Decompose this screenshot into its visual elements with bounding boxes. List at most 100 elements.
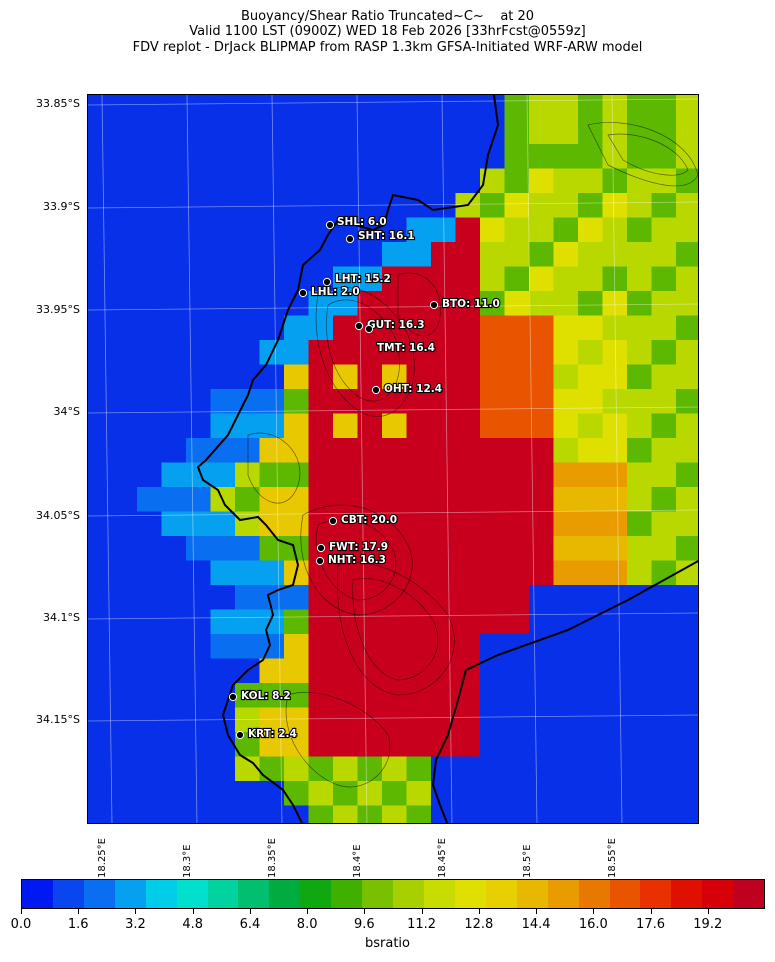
parallel-line	[88, 303, 698, 311]
field-cell	[480, 634, 506, 660]
field-cell	[455, 511, 481, 537]
field-cell	[137, 95, 163, 121]
field-cell	[382, 291, 408, 317]
field-cell	[112, 266, 138, 292]
field-cell	[651, 413, 677, 439]
field-cell	[137, 560, 163, 586]
field-cell	[431, 511, 457, 537]
colorbar-swatch	[733, 880, 765, 908]
field-cell	[529, 291, 555, 317]
field-cell	[504, 438, 530, 464]
station-marker-lhl[interactable]	[298, 288, 308, 298]
field-cell	[602, 217, 628, 243]
field-cell	[137, 732, 163, 758]
station-marker-sht[interactable]	[345, 234, 355, 244]
field-cell	[161, 462, 187, 488]
lon-tick-label: 18.45°E	[437, 838, 448, 878]
field-cell	[553, 340, 579, 366]
field-cell	[186, 242, 212, 268]
field-cell	[529, 487, 555, 513]
field-cell	[553, 683, 579, 709]
field-cell	[333, 95, 359, 121]
field-cell	[88, 364, 114, 390]
field-cell	[161, 683, 187, 709]
field-cell	[137, 340, 163, 366]
colorbar-tickmark	[478, 909, 480, 914]
field-cell	[284, 805, 310, 823]
field-cell	[284, 315, 310, 341]
field-cell	[455, 119, 481, 145]
field-cell	[210, 560, 236, 586]
lon-tick-label: 18.35°E	[267, 838, 278, 878]
field-cell	[161, 266, 187, 292]
field-cell	[88, 438, 114, 464]
field-cell	[480, 438, 506, 464]
station-marker-cbt[interactable]	[328, 516, 338, 526]
station-marker-fwt[interactable]	[316, 543, 326, 553]
lon-tick-label: 18.25°E	[97, 838, 108, 878]
field-cell	[529, 413, 555, 439]
field-cell	[676, 340, 698, 366]
field-cell	[235, 634, 261, 660]
field-cell	[88, 609, 114, 635]
field-cell	[553, 511, 579, 537]
field-cell	[553, 634, 579, 660]
field-cell	[88, 217, 114, 243]
field-cell	[88, 805, 114, 823]
field-cell	[112, 340, 138, 366]
station-marker-nht[interactable]	[315, 556, 325, 566]
field-cell	[333, 805, 359, 823]
field-cell	[651, 634, 677, 660]
field-cell	[578, 364, 604, 390]
field-cell	[333, 609, 359, 635]
field-cell	[504, 683, 530, 709]
field-cell	[455, 389, 481, 415]
field-cell	[504, 413, 530, 439]
field-cell	[357, 242, 383, 268]
station-marker-kol[interactable]	[228, 692, 238, 702]
station-marker-tmt[interactable]	[364, 324, 374, 334]
station-marker-lht[interactable]	[322, 277, 332, 287]
field-cell	[235, 193, 261, 219]
field-cell	[627, 193, 653, 219]
colorbar-tick-label: 17.6	[636, 917, 666, 932]
field-cell	[651, 217, 677, 243]
field-cell	[88, 95, 114, 121]
colorbar-swatch	[145, 880, 177, 908]
field-cell	[235, 413, 261, 439]
field-cell	[88, 536, 114, 562]
field-cell	[578, 536, 604, 562]
colorbar-swatch	[22, 880, 53, 908]
station-label-shl: SHL: 6.0	[337, 216, 387, 228]
field-cell	[357, 707, 383, 733]
field-cell	[676, 560, 698, 586]
field-cell	[455, 585, 481, 611]
field-cell	[357, 413, 383, 439]
colorbar-tickmark	[707, 909, 709, 914]
field-cell	[235, 707, 261, 733]
field-cell	[406, 340, 432, 366]
station-marker-oht[interactable]	[371, 385, 381, 395]
field-cell	[382, 634, 408, 660]
field-cell	[504, 119, 530, 145]
field-cell	[578, 560, 604, 586]
field-cell	[210, 536, 236, 562]
field-cell	[382, 511, 408, 537]
field-cell	[235, 805, 261, 823]
field-cell	[431, 658, 457, 684]
field-cell	[186, 144, 212, 170]
field-cell	[455, 560, 481, 586]
station-marker-gut[interactable]	[354, 321, 364, 331]
field-cell	[627, 364, 653, 390]
field-cell	[455, 487, 481, 513]
station-marker-krt[interactable]	[235, 730, 245, 740]
field-cell	[455, 95, 481, 121]
field-cell	[480, 707, 506, 733]
station-marker-shl[interactable]	[325, 220, 335, 230]
field-cell	[406, 144, 432, 170]
field-cell	[235, 291, 261, 317]
station-marker-bto[interactable]	[429, 300, 439, 310]
field-cell	[651, 585, 677, 611]
terrain-contour	[607, 133, 689, 176]
field-cell	[112, 119, 138, 145]
